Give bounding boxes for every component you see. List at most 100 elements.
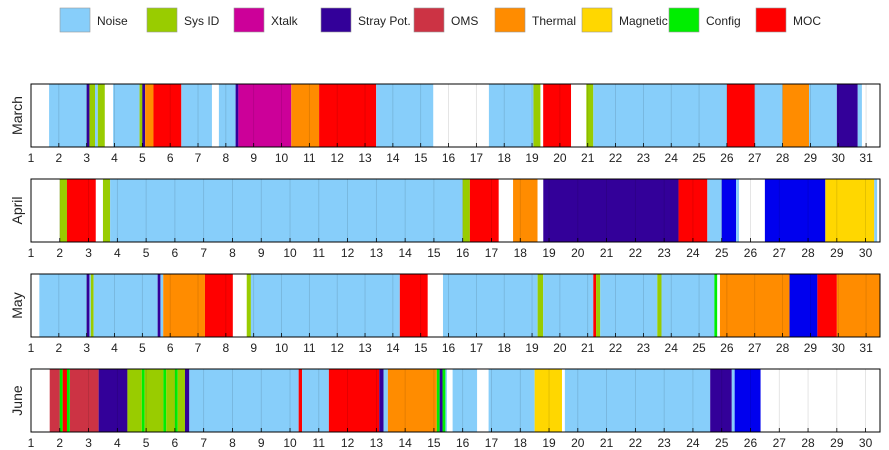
x-tick-label: 24 — [665, 341, 679, 355]
x-tick-label: 6 — [167, 151, 174, 165]
legend-item-magnetic: Magnetic — [581, 7, 668, 33]
x-tick-label: 5 — [143, 436, 150, 450]
x-tick-label: 8 — [223, 151, 230, 165]
x-tick-label: 7 — [200, 246, 207, 260]
legend-item-stray: Stray Pot. — [320, 7, 411, 33]
x-tick-label: 23 — [637, 151, 651, 165]
x-tick-label: 8 — [229, 246, 236, 260]
segment-sysid — [89, 84, 96, 147]
x-tick-label: 16 — [442, 151, 456, 165]
segment-noise — [543, 274, 594, 337]
segment-sysid — [90, 274, 94, 337]
x-tick-label: 18 — [498, 151, 512, 165]
x-tick-label: 22 — [609, 151, 623, 165]
segment-stray — [86, 84, 90, 147]
x-tick-label: 2 — [56, 246, 63, 260]
segment-moc — [204, 274, 233, 337]
segment-stray — [710, 369, 732, 432]
x-tick-label: 24 — [686, 246, 700, 260]
x-tick-label: 4 — [114, 436, 121, 450]
x-tick-label: 14 — [386, 151, 400, 165]
segment-blue — [721, 179, 737, 242]
legend-item-thermal: Thermal — [494, 7, 576, 33]
legend-swatch — [320, 7, 352, 33]
x-tick-label: 5 — [139, 341, 146, 355]
x-tick-label: 18 — [514, 436, 528, 450]
segment-sysid — [177, 369, 185, 432]
segment-moc — [678, 179, 708, 242]
x-tick-label: 21 — [600, 246, 614, 260]
legend-item-xtalk: Xtalk — [233, 7, 299, 33]
x-tick-label: 5 — [139, 151, 146, 165]
panel-frame — [30, 178, 881, 243]
legend-label: OMS — [451, 14, 478, 28]
x-tick-label: 6 — [172, 246, 179, 260]
segment-oms — [49, 369, 60, 432]
x-tick-label: 28 — [776, 151, 790, 165]
segment-moc — [543, 84, 572, 147]
segment-blue — [789, 274, 818, 337]
x-tick-label: 3 — [83, 151, 90, 165]
x-tick-label: 17 — [485, 436, 499, 450]
x-tick-label: 22 — [629, 246, 643, 260]
legend-swatch — [59, 7, 91, 33]
segment-thermal — [719, 274, 790, 337]
month-panels: 1 2 3 4 5 6 7 8 9 10 11 12 13 14 15 16 17 18 19 20 21 22 23 24 2… — [9, 83, 881, 450]
x-tick-label: 5 — [143, 246, 150, 260]
segment-sysid — [596, 274, 601, 337]
x-tick-label: 27 — [773, 436, 787, 450]
x-tick-label: 11 — [303, 341, 316, 355]
x-tick-label: 30 — [832, 341, 846, 355]
x-tick-label: 1 — [28, 151, 35, 165]
x-tick-label: 13 — [358, 151, 372, 165]
segment-magnetic — [534, 369, 562, 432]
x-tick-label: 9 — [258, 436, 265, 450]
x-tick-label: 11 — [313, 246, 326, 260]
x-tick-label: 29 — [804, 341, 818, 355]
segment-stray — [379, 369, 384, 432]
month-label: May — [9, 292, 25, 318]
segment-noise — [383, 369, 388, 432]
legend-swatch — [494, 7, 526, 33]
x-tick-label: 15 — [414, 151, 428, 165]
x-tick-label: 31 — [859, 151, 873, 165]
x-tick-label: 9 — [250, 341, 257, 355]
x-tick-label: 11 — [313, 436, 326, 450]
x-tick-label: 22 — [629, 436, 643, 450]
x-tick-label: 21 — [600, 436, 614, 450]
panel-june: 1 2 3 4 5 6 7 8 9 10 11 12 13 14 15 16 17 18 19 20 21 22 23 24 2… — [9, 368, 881, 450]
legend-label: Xtalk — [271, 14, 299, 28]
x-tick-label: 17 — [470, 151, 484, 165]
segment-sysid — [462, 179, 470, 242]
x-tick-label: 30 — [859, 246, 873, 260]
legend-label: Noise — [97, 14, 128, 28]
panel-april: 1 2 3 4 5 6 7 8 9 10 11 12 13 14 15 16 17 18 19 20 21 22 23 24 2… — [9, 178, 881, 260]
segment-noise — [95, 84, 98, 147]
segment-blue — [764, 179, 826, 242]
x-tick-label: 27 — [748, 151, 762, 165]
legend-swatch — [581, 7, 613, 33]
legend-item-moc: MOC — [755, 7, 821, 33]
panel-frame — [30, 83, 881, 148]
segment-noise — [593, 84, 727, 147]
segment-moc — [319, 84, 377, 147]
x-tick-label: 28 — [801, 246, 815, 260]
x-tick-label: 8 — [223, 341, 230, 355]
x-tick-label: 7 — [195, 151, 202, 165]
segment-thermal — [513, 179, 538, 242]
x-tick-label: 13 — [370, 436, 384, 450]
x-tick-label: 1 — [28, 341, 35, 355]
x-tick-label: 9 — [258, 246, 265, 260]
x-tick-label: 20 — [571, 246, 585, 260]
segment-thermal — [836, 274, 880, 337]
x-tick-label: 21 — [581, 341, 595, 355]
legend-label: Config — [706, 14, 741, 28]
segment-moc — [399, 274, 428, 337]
legend-swatch — [668, 7, 700, 33]
segment-stray — [86, 274, 90, 337]
segment-noise — [218, 84, 236, 147]
x-tick-label: 30 — [859, 436, 873, 450]
segment-moc — [726, 84, 755, 147]
x-tick-label: 20 — [571, 436, 585, 450]
segment-noise — [113, 84, 140, 147]
